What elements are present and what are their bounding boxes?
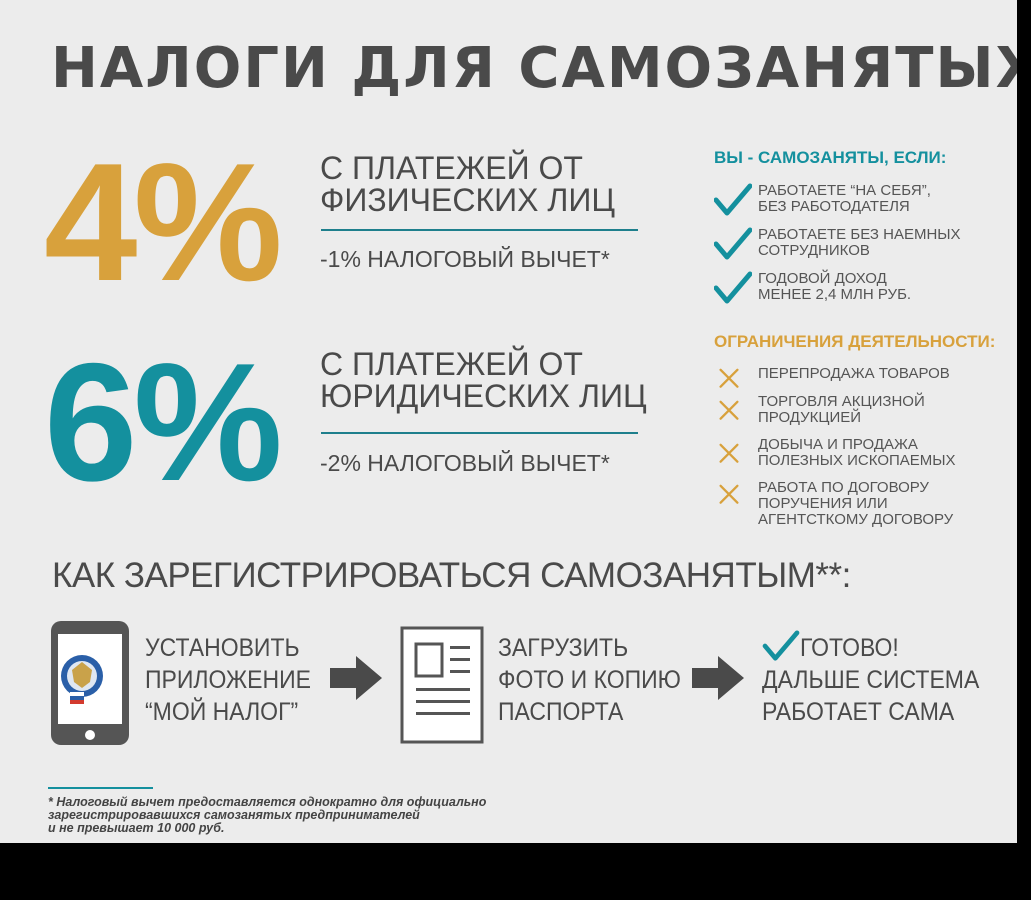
arrow-right-icon: [692, 656, 744, 700]
restriction-line: РАБОТА ПО ДОГОВОРУ: [758, 479, 929, 496]
smartphone-icon: [51, 621, 129, 745]
deduction-legal-entities: -2% НАЛОГОВЫЙ ВЫЧЕТ*: [320, 450, 610, 476]
footnote-line: * Налоговый вычет предоставляется однокр…: [48, 795, 487, 809]
footnote: * Налоговый вычет предоставляется однокр…: [48, 796, 608, 835]
cross-icon: [719, 484, 739, 504]
step-line: ПАСПОРТА: [498, 698, 624, 726]
restrictions-title: ОГРАНИЧЕНИЯ ДЕЯТЕЛЬНОСТИ:: [714, 332, 996, 351]
rate-heading-line: ФИЗИЧЕСКИХ ЛИЦ: [320, 182, 615, 218]
rate-heading-line: С ПЛАТЕЖЕЙ ОТ: [320, 150, 583, 186]
restriction-line: ПОРУЧЕНИЯ ИЛИ: [758, 495, 888, 512]
divider: [321, 229, 638, 231]
cross-icon: [719, 368, 739, 388]
page-title: НАЛОГИ ДЛЯ САМОЗАНЯТЫХ: [51, 36, 1017, 101]
restriction-line: ПОЛЕЗНЫХ ИСКОПАЕМЫХ: [758, 452, 956, 469]
infographic: НАЛОГИ ДЛЯ САМОЗАНЯТЫХ 4% С ПЛАТЕЖЕЙ ОТ …: [0, 0, 1017, 843]
step-line: ПРИЛОЖЕНИЕ: [145, 666, 311, 694]
cross-icon: [719, 443, 739, 463]
rate-percent-6: 6%: [44, 328, 283, 516]
condition-line: ГОДОВОЙ ДОХОД: [758, 270, 887, 287]
check-icon: [714, 271, 752, 304]
footnote-line: и не превышает 10 000 руб.: [48, 821, 225, 835]
restriction-text: ПЕРЕПРОДАЖА ТОВАРОВ: [758, 366, 1017, 382]
condition-text: РАБОТАЕТЕ БЕЗ НАЕМНЫХ СОТРУДНИКОВ: [758, 227, 1017, 259]
conditions-title: ВЫ - САМОЗАНЯТЫ, ЕСЛИ:: [714, 148, 947, 167]
cross-icon: [719, 400, 739, 420]
condition-line: МЕНЕЕ 2,4 МЛН РУБ.: [758, 286, 912, 303]
rate-heading-legal-entities: С ПЛАТЕЖЕЙ ОТ ЮРИДИЧЕСКИХ ЛИЦ: [320, 348, 647, 412]
rate-heading-line: ЮРИДИЧЕСКИХ ЛИЦ: [320, 378, 647, 414]
check-icon: [714, 183, 752, 216]
deduction-individuals: -1% НАЛОГОВЫЙ ВЫЧЕТ*: [320, 246, 610, 272]
registration-title: КАК ЗАРЕГИСТРИРОВАТЬСЯ САМОЗАНЯТЫМ**:: [52, 556, 851, 595]
arrow-right-icon: [330, 656, 382, 700]
condition-line: БЕЗ РАБОТОДАТЕЛЯ: [758, 198, 910, 215]
condition-text: ГОДОВОЙ ДОХОД МЕНЕЕ 2,4 МЛН РУБ.: [758, 271, 1017, 303]
check-icon: [762, 630, 800, 661]
restriction-line: ПРОДУКЦИЕЙ: [758, 409, 862, 426]
rate-percent-4: 4%: [44, 128, 283, 316]
footnote-line: зарегистрировавшихся самозанятых предпри…: [48, 808, 420, 822]
step-line: ДАЛЬШЕ СИСТЕМА: [762, 666, 980, 694]
step-line: ЗАГРУЗИТЬ: [498, 634, 629, 662]
step-done-text: ДАЛЬШЕ СИСТЕМА РАБОТАЕТ САМА: [762, 664, 979, 728]
step-upload-passport: ЗАГРУЗИТЬ ФОТО И КОПИЮ ПАСПОРТА: [498, 632, 681, 728]
restriction-line: ТОРГОВЛЯ АКЦИЗНОЙ: [758, 393, 925, 410]
check-icon: [714, 227, 752, 260]
restriction-line: АГЕНТСТКОМУ ДОГОВОРУ: [758, 511, 954, 528]
footnote-divider: [48, 787, 153, 789]
condition-line: РАБОТАЕТЕ БЕЗ НАЕМНЫХ: [758, 226, 961, 243]
divider: [321, 432, 638, 434]
step-install-app: УСТАНОВИТЬ ПРИЛОЖЕНИЕ “МОЙ НАЛОГ”: [145, 632, 311, 728]
restriction-text: ТОРГОВЛЯ АКЦИЗНОЙ ПРОДУКЦИЕЙ: [758, 394, 1017, 426]
condition-line: РАБОТАЕТЕ “НА СЕБЯ”,: [758, 182, 931, 199]
restriction-line: ДОБЫЧА И ПРОДАЖА: [758, 436, 918, 453]
rate-heading-line: С ПЛАТЕЖЕЙ ОТ: [320, 346, 583, 382]
document-icon: [400, 626, 484, 744]
restriction-line: ПЕРЕПРОДАЖА ТОВАРОВ: [758, 365, 950, 382]
step-line: РАБОТАЕТ САМА: [762, 698, 955, 726]
condition-line: СОТРУДНИКОВ: [758, 242, 870, 259]
step-done-heading: ГОТОВО!: [800, 634, 899, 662]
condition-text: РАБОТАЕТЕ “НА СЕБЯ”, БЕЗ РАБОТОДАТЕЛЯ: [758, 183, 1017, 215]
rate-heading-individuals: С ПЛАТЕЖЕЙ ОТ ФИЗИЧЕСКИХ ЛИЦ: [320, 152, 615, 216]
step-line: ФОТО И КОПИЮ: [498, 666, 681, 694]
restriction-text: РАБОТА ПО ДОГОВОРУ ПОРУЧЕНИЯ ИЛИ АГЕНТСТ…: [758, 480, 1017, 528]
restriction-text: ДОБЫЧА И ПРОДАЖА ПОЛЕЗНЫХ ИСКОПАЕМЫХ: [758, 437, 1017, 469]
step-line: УСТАНОВИТЬ: [145, 634, 300, 662]
step-line: “МОЙ НАЛОГ”: [145, 698, 299, 726]
